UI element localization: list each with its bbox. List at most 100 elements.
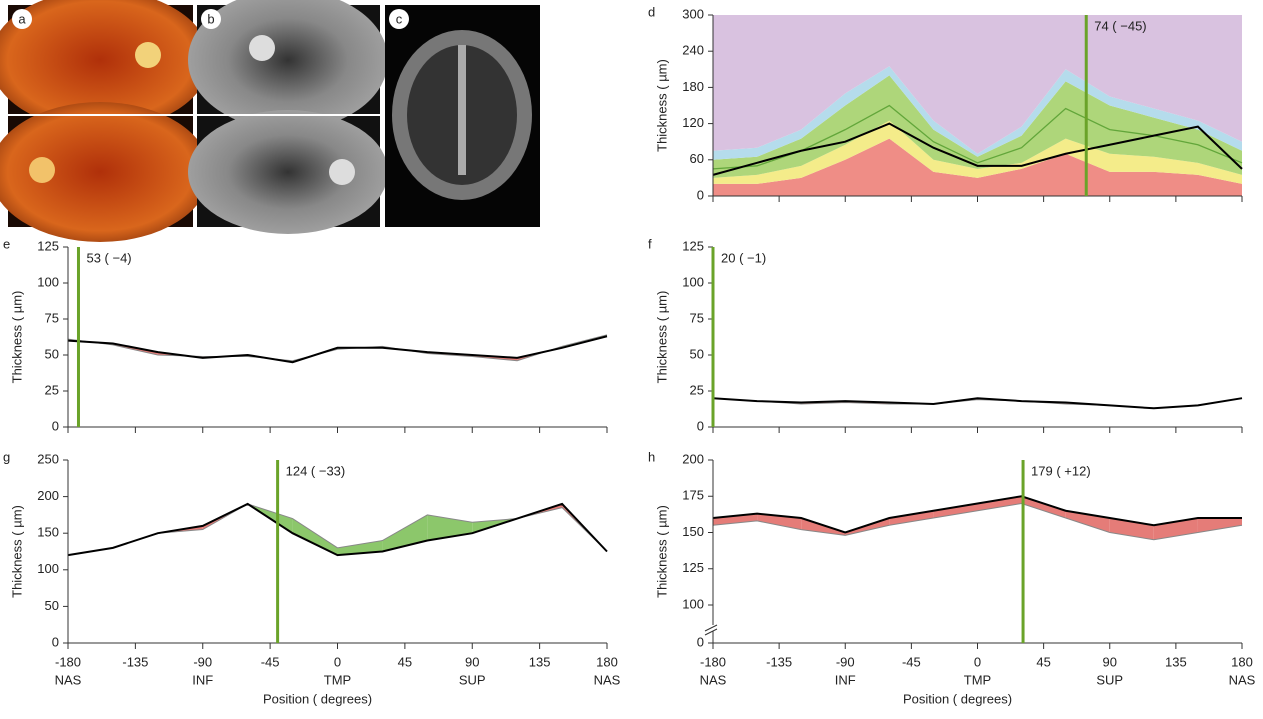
region-label: INF: [835, 672, 856, 687]
x-tick-label: -135: [122, 654, 148, 669]
y-tick-label: 100: [37, 561, 59, 576]
y-tick-label: 300: [682, 6, 704, 21]
y-tick-label: 0: [52, 418, 59, 433]
panel-label: d: [648, 4, 655, 19]
y-tick-label: 50: [45, 598, 59, 613]
x-tick-label: -180: [700, 654, 726, 669]
y-tick-label: 125: [682, 560, 704, 575]
y-axis-label: Thickness ( µm): [9, 291, 24, 384]
y-tick-label: 0: [697, 418, 704, 433]
y-tick-label: 150: [37, 525, 59, 540]
region-label: SUP: [459, 672, 486, 687]
x-tick-label: 45: [398, 654, 412, 669]
x-tick-label: -45: [902, 654, 921, 669]
panel-4: 100 125 150 175 200 0 -180 -135 -90 -45 0 45 90 135 18…: [648, 449, 1256, 706]
y-axis-label: Thickness ( µm): [9, 505, 24, 598]
x-tick-label: 0: [974, 654, 981, 669]
region-label: NAS: [594, 672, 621, 687]
axis-break: [704, 624, 718, 632]
x-tick-label: 45: [1036, 654, 1050, 669]
difference-fill: [933, 503, 978, 518]
axis-break: [704, 628, 718, 636]
difference-fill: [977, 496, 1022, 511]
band: [713, 75, 1242, 178]
x-tick-label: 135: [1165, 654, 1187, 669]
x-tick-label: 135: [529, 654, 551, 669]
image-label-badge: [12, 9, 32, 29]
y-tick-label: 240: [682, 43, 704, 58]
x-tick-label: -135: [766, 654, 792, 669]
y-tick-label: 25: [690, 382, 704, 397]
panel-1: 0 25 50 75 100 125 Thickness ( µm) e 53 ( −4): [3, 236, 608, 433]
panel-label: g: [3, 449, 10, 464]
region-label: NAS: [700, 672, 727, 687]
y-tick-label: 200: [37, 488, 59, 503]
y-tick-label: 0: [697, 187, 704, 202]
y-tick-label: 100: [682, 596, 704, 611]
y-tick-label: 50: [690, 346, 704, 361]
region-label: TMP: [324, 672, 351, 687]
trace: [67, 503, 608, 556]
trace: [712, 502, 1243, 541]
image-c: [385, 5, 540, 227]
region-label: NAS: [55, 672, 82, 687]
trace: [712, 397, 1243, 410]
x-tick-label: 180: [1231, 654, 1253, 669]
band: [713, 120, 1242, 184]
x-tick-label: 180: [596, 654, 618, 669]
panel-label: h: [648, 449, 655, 464]
difference-fill: [713, 513, 758, 526]
trace: [67, 335, 608, 364]
panel-3: 0 50 100 150 200 250 -180 -135 -90 -45 0 45 90 135 180…: [3, 449, 621, 706]
y-axis-label: Thickness ( µm): [654, 505, 669, 598]
y-tick-label: 100: [37, 274, 59, 289]
region-label: NAS: [1229, 672, 1256, 687]
marker-label: 124 ( −33): [286, 463, 346, 478]
panel-0: 0 60 120 180 240 300 Thickness ( µm) d 74 ( −45): [648, 4, 1243, 202]
trace: [712, 122, 1243, 176]
y-tick-label: 75: [690, 310, 704, 325]
x-tick-label: -180: [55, 654, 81, 669]
y-tick-label: 120: [682, 115, 704, 130]
band: [713, 15, 1242, 154]
region-label: INF: [192, 672, 213, 687]
image-label-badge: [389, 9, 409, 29]
image-label: b: [207, 11, 214, 26]
y-tick-label: 250: [37, 451, 59, 466]
y-tick-label: 60: [690, 151, 704, 166]
difference-fill: [292, 518, 338, 556]
x-tick-label: -45: [261, 654, 280, 669]
image-a: [0, 0, 210, 242]
y-tick-label: 50: [45, 346, 59, 361]
region-label: TMP: [964, 672, 991, 687]
x-tick-label: -90: [193, 654, 212, 669]
x-tick-label: -90: [836, 654, 855, 669]
difference-fill: [889, 510, 934, 526]
y-tick-label: 25: [45, 382, 59, 397]
y-tick-label: 125: [37, 238, 59, 253]
y-tick-label: 125: [682, 238, 704, 253]
y-tick-label: 0: [697, 634, 704, 649]
panel-2: 0 25 50 75 100 125 Thickness ( µm) f 20 ( −1): [648, 236, 1243, 433]
y-tick-label: 180: [682, 79, 704, 94]
panel-label: e: [3, 236, 10, 251]
difference-fill: [1021, 496, 1066, 518]
y-tick-label: 150: [682, 524, 704, 539]
y-tick-label: 75: [45, 310, 59, 325]
difference-fill: [1197, 518, 1242, 533]
band: [713, 138, 1242, 196]
y-tick-label: 100: [682, 274, 704, 289]
marker-label: 53 ( −4): [86, 250, 131, 265]
region-label: SUP: [1096, 672, 1123, 687]
y-axis-label: Thickness ( µm): [654, 59, 669, 152]
band: [713, 66, 1242, 160]
x-tick-label: 0: [334, 654, 341, 669]
x-axis-label: Position ( degrees): [263, 691, 372, 706]
trace: [67, 334, 608, 362]
image-b: [188, 0, 388, 234]
image-label-badge: [201, 9, 221, 29]
panel-label: f: [648, 236, 652, 251]
x-tick-label: 90: [465, 654, 479, 669]
x-tick-label: 90: [1103, 654, 1117, 669]
